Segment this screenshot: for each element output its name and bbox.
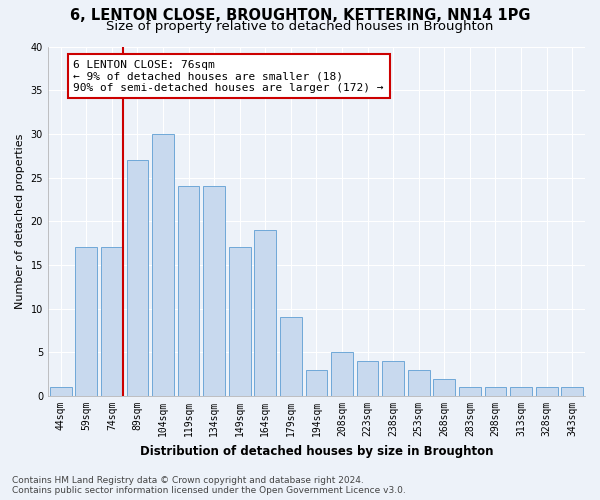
X-axis label: Distribution of detached houses by size in Broughton: Distribution of detached houses by size …: [140, 444, 493, 458]
Bar: [203, 186, 225, 396]
Text: Contains HM Land Registry data © Crown copyright and database right 2024.
Contai: Contains HM Land Registry data © Crown c…: [12, 476, 406, 495]
Bar: [485, 388, 506, 396]
Bar: [152, 134, 174, 396]
Bar: [101, 248, 123, 396]
Bar: [305, 370, 328, 396]
Bar: [178, 186, 199, 396]
Bar: [459, 388, 481, 396]
Bar: [50, 388, 71, 396]
Bar: [280, 318, 302, 396]
Bar: [331, 352, 353, 396]
Bar: [510, 388, 532, 396]
Bar: [433, 378, 455, 396]
Y-axis label: Number of detached properties: Number of detached properties: [15, 134, 25, 309]
Bar: [536, 388, 557, 396]
Text: 6, LENTON CLOSE, BROUGHTON, KETTERING, NN14 1PG: 6, LENTON CLOSE, BROUGHTON, KETTERING, N…: [70, 8, 530, 22]
Text: Size of property relative to detached houses in Broughton: Size of property relative to detached ho…: [106, 20, 494, 33]
Bar: [408, 370, 430, 396]
Bar: [382, 361, 404, 396]
Bar: [562, 388, 583, 396]
Bar: [127, 160, 148, 396]
Bar: [76, 248, 97, 396]
Text: 6 LENTON CLOSE: 76sqm
← 9% of detached houses are smaller (18)
90% of semi-detac: 6 LENTON CLOSE: 76sqm ← 9% of detached h…: [73, 60, 384, 93]
Bar: [357, 361, 379, 396]
Bar: [229, 248, 251, 396]
Bar: [254, 230, 276, 396]
